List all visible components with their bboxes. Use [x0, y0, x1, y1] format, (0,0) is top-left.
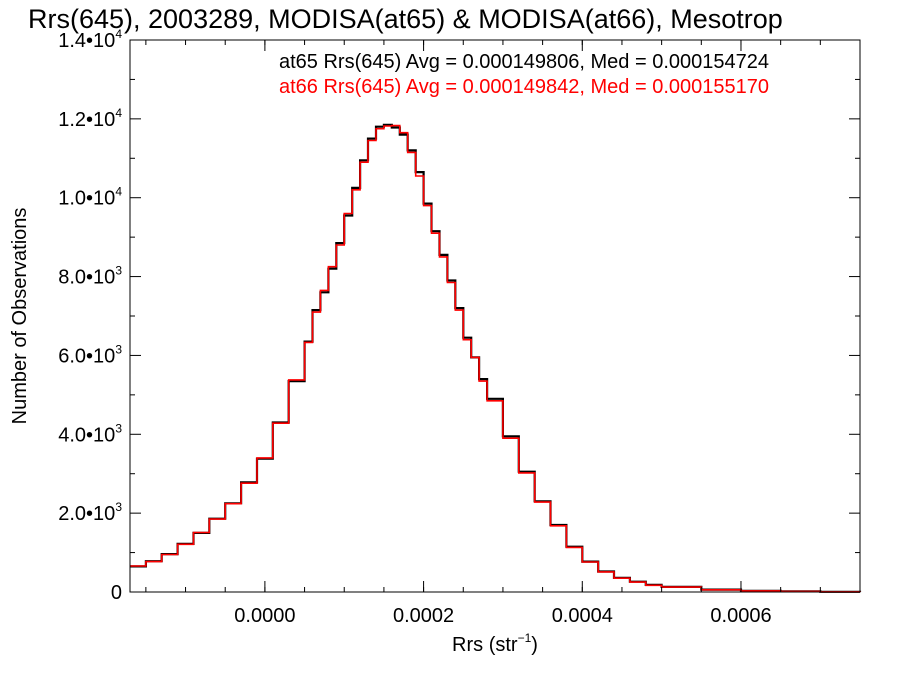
y-tick-label: 1.4•104: [58, 27, 122, 52]
y-tick-label: 8.0•103: [58, 264, 122, 289]
annotation-line-1: at66 Rrs(645) Avg = 0.000149842, Med = 0…: [279, 76, 769, 98]
y-tick-label: 1.0•104: [58, 185, 122, 210]
y-axis-label: Number of Observations: [9, 208, 31, 425]
y-tick-label: 6.0•103: [58, 342, 122, 367]
annotations: at65 Rrs(645) Avg = 0.000149806, Med = 0…: [279, 51, 769, 98]
y-tick-label: 1.2•104: [58, 106, 122, 131]
chart-title: Rrs(645), 2003289, MODISA(at65) & MODISA…: [28, 4, 783, 34]
x-axis: 0.0000 0.0002 0.0004 0.0006: [145, 40, 861, 627]
y-tick-label: 4.0•103: [58, 421, 122, 446]
x-tick-label: 0.0002: [393, 605, 454, 627]
series-layer: [130, 123, 862, 593]
x-tick-label: 0.0004: [552, 605, 613, 627]
x-tick-label: 0.0000: [234, 605, 295, 627]
y-tick-label: 2.0•103: [58, 500, 122, 525]
x-tick-label: 0.0006: [710, 605, 771, 627]
y-tick-label: 0: [111, 582, 122, 604]
x-axis-label: Rrs (str−1): [452, 631, 538, 656]
y-axis: 0 2.0•103 4.0•103 6.0•103 8.0•103 1.0•104 1.2•…: [58, 27, 860, 604]
annotation-line-0: at65 Rrs(645) Avg = 0.000149806, Med = 0…: [279, 51, 769, 73]
series-line-1: [130, 124, 861, 593]
